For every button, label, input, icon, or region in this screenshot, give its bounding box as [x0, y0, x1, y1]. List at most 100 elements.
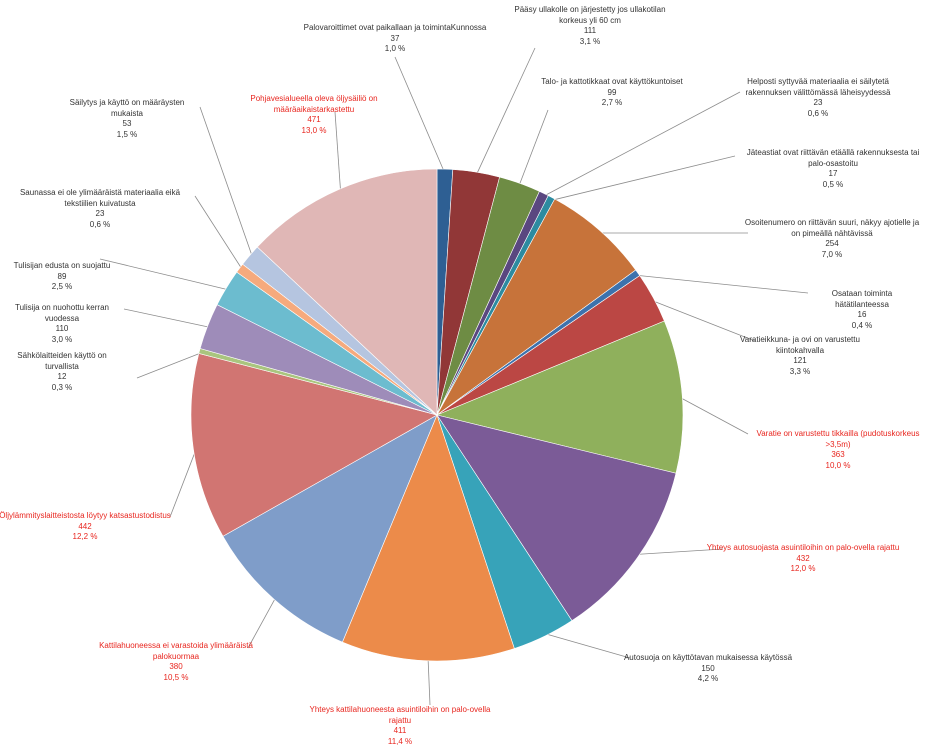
leader-line	[427, 656, 431, 706]
data-label-text: Pohjavesialueella oleva öljysäiliö on mä…	[250, 94, 378, 114]
data-label: Osoitenumero on riittävän suuri, näkyy a…	[742, 218, 922, 260]
data-label-text: Tulisija on nuohottu kerran vuodessa	[15, 303, 109, 323]
leader-line	[475, 47, 536, 177]
data-label-text: Sähkölaitteiden käyttö on turvallista	[17, 351, 107, 371]
data-label: Varatieikkuna- ja ovi on varustettu kiin…	[733, 335, 868, 377]
data-label-value: 380	[169, 662, 183, 671]
data-label: Pääsy ullakolle on järjestetty jos ullak…	[508, 5, 673, 47]
data-label-value: 37	[390, 33, 400, 43]
leader-line	[334, 111, 342, 194]
data-label-value: 12	[57, 372, 67, 381]
data-label-value: 17	[828, 169, 838, 178]
pie-slice	[342, 414, 515, 662]
data-label: Helposti syttyvää materiaalia ei säilyte…	[726, 77, 911, 119]
data-label-value: 99	[607, 87, 617, 97]
data-label-value: 411	[393, 726, 407, 735]
leader-line	[199, 106, 254, 259]
data-label: Varatie on varustettu tikkailla (pudotus…	[748, 429, 928, 471]
data-label-text: Säilytys ja käyttö on määräysten mukaist…	[69, 98, 185, 118]
leader-line	[247, 595, 277, 649]
data-label: Yhteys kattilahuoneesta asuintiloihin on…	[300, 705, 500, 747]
data-label-text: Yhteys kattilahuoneesta asuintiloihin on…	[309, 705, 491, 725]
data-label-text: Yhteys autosuojasta asuintiloihin on pal…	[706, 543, 900, 552]
data-label: Talo- ja kattotikkaat ovat käyttökuntois…	[537, 77, 687, 109]
data-label-text: Tulisijan edusta on suojattu	[13, 261, 111, 270]
leader-line	[549, 155, 736, 202]
data-label: Tulisija on nuohottu kerran vuodessa 110 3…	[0, 303, 127, 345]
data-label-percent: 4,2 %	[697, 674, 719, 683]
data-label-percent: 13,0 %	[301, 125, 327, 135]
data-label-value: 442	[78, 521, 92, 531]
data-label-percent: 11,4 %	[387, 736, 413, 746]
data-label-percent: 1,5 %	[116, 129, 138, 139]
data-label: Saunassa ei ole ylimääräistä materiaalia…	[5, 188, 195, 230]
data-label: Autosuoja on käyttötavan mukaisessa käyt…	[618, 653, 798, 685]
data-label-percent: 2,5 %	[51, 282, 73, 291]
data-label: Säilytys ja käyttö on määräysten mukaist…	[55, 98, 200, 140]
data-label-percent: 0,6 %	[807, 108, 829, 118]
data-label-percent: 12,0 %	[790, 564, 816, 573]
pie-slices	[190, 168, 684, 662]
data-label-value: 254	[825, 239, 839, 248]
data-label-percent: 0,5 %	[822, 179, 844, 189]
leader-line	[634, 548, 724, 555]
leader-line	[541, 91, 741, 198]
data-label-percent: 7,0 %	[821, 249, 843, 259]
leader-line	[634, 274, 809, 294]
data-label-percent: 10,0 %	[825, 460, 851, 470]
data-label-percent: 0,6 %	[89, 219, 111, 229]
pie-slice	[436, 414, 677, 622]
data-label-text: Talo- ja kattotikkaat ovat käyttökuntois…	[541, 77, 683, 86]
data-label-percent: 12,2 %	[72, 532, 98, 541]
data-label-value: 432	[796, 553, 810, 563]
data-label-value: 111	[583, 26, 597, 35]
pie-slice	[256, 168, 438, 416]
data-label-text: Varatie on varustettu tikkailla (pudotus…	[756, 429, 920, 449]
pie-slice	[436, 198, 637, 416]
data-label-value: 23	[95, 209, 105, 218]
leader-line	[649, 299, 756, 342]
leader-line	[542, 632, 631, 659]
data-label-value: 150	[701, 663, 715, 673]
data-label-text: Osataan toiminta hätätilanteessa	[831, 289, 893, 309]
data-label: Jäteastiat ovat riittävän etäällä rakenn…	[746, 148, 921, 190]
data-label: Osataan toiminta hätätilanteessa 16 0,4 %	[805, 289, 920, 331]
leader-line	[99, 258, 230, 291]
data-label-text: Osoitenumero on riittävän suuri, näkyy a…	[744, 218, 920, 238]
data-label-value: 89	[57, 271, 67, 281]
data-label-percent: 3,0 %	[51, 334, 73, 344]
data-label-percent: 3,1 %	[579, 36, 601, 46]
pie-slice	[436, 320, 684, 474]
data-label: Sähkölaitteiden käyttö on turvallista 12 0…	[0, 351, 125, 393]
data-label-value: 16	[857, 310, 867, 319]
data-label-percent: 2,7 %	[601, 98, 623, 107]
data-label-percent: 0,3 %	[51, 382, 73, 392]
data-label-text: Varatieikkuna- ja ovi on varustettu kiin…	[740, 335, 860, 355]
leader-line	[678, 396, 749, 435]
data-label-value: 471	[307, 115, 321, 124]
data-label: Öljylämmityslaitteistosta löytyy katsast…	[0, 511, 173, 543]
leader-line	[136, 351, 204, 379]
data-label-percent: 10,5 %	[163, 672, 189, 682]
data-label-text: Palovaroittimet ovat paikallaan ja toimi…	[303, 23, 487, 32]
leader-line	[518, 109, 549, 188]
data-label-text: Helposti syttyvää materiaalia ei säilyte…	[745, 77, 891, 97]
data-label-value: 121	[793, 356, 807, 365]
leader-line	[169, 446, 198, 518]
data-label: Yhteys autosuojasta asuintiloihin on pal…	[703, 543, 903, 575]
data-label-text: Öljylämmityslaitteistosta löytyy katsast…	[0, 511, 171, 520]
data-label-value: 53	[122, 119, 132, 128]
data-label: Pohjavesialueella oleva öljysäiliö on mä…	[239, 94, 389, 136]
leader-line	[194, 195, 244, 271]
pie-slice	[222, 414, 438, 643]
data-label-percent: 0,4 %	[851, 320, 873, 330]
data-label-percent: 1,0 %	[384, 44, 406, 53]
data-label: Palovaroittimet ovat paikallaan ja toimi…	[300, 23, 490, 55]
data-label-percent: 3,3 %	[789, 366, 811, 376]
leader-lines	[99, 47, 809, 706]
data-label-value: 23	[813, 98, 823, 107]
data-label-text: Kattilahuoneessa ei varastoida ylimääräi…	[99, 641, 253, 661]
data-label: Tulisijan edusta on suojattu 89 2,5 %	[2, 261, 122, 293]
data-label-text: Autosuoja on käyttötavan mukaisessa käyt…	[623, 653, 793, 662]
